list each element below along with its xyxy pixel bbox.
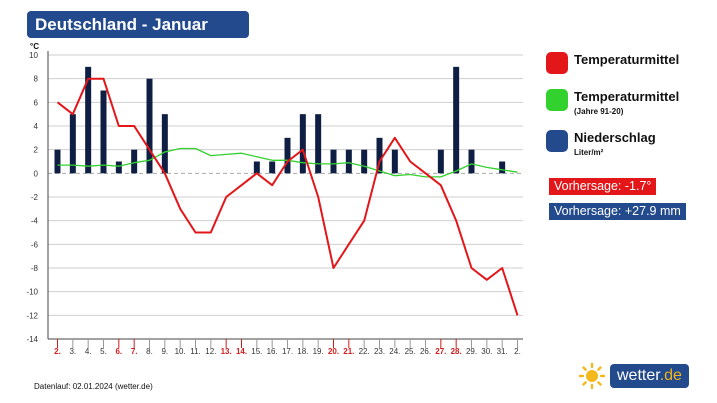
x-tick-label: 21. [343, 347, 354, 356]
x-tick-label: 18. [297, 347, 308, 356]
sun-icon [578, 362, 606, 390]
precipitation-bar [100, 90, 107, 174]
y-tick-label: 0 [34, 169, 39, 178]
x-tick-label: 14. [236, 347, 247, 356]
precipitation-bar [499, 161, 506, 174]
x-tick-label: 12. [205, 347, 216, 356]
precipitation-bar [269, 161, 276, 174]
legend-swatch-red [546, 52, 568, 74]
legend-temperature-normal: Temperaturmittel (Jahre 91-20) [546, 89, 679, 116]
legend-swatch-green [546, 89, 568, 111]
precipitation-bar [54, 149, 61, 174]
precipitation-bar [453, 66, 460, 174]
legend-precipitation: Niederschlag Liter/m² [546, 130, 656, 157]
precipitation-bar [131, 149, 138, 174]
x-tick-label: 10. [175, 347, 186, 356]
x-tick-label: 30. [481, 347, 492, 356]
y-tick-label: -12 [26, 311, 38, 320]
x-tick-label: 15. [251, 347, 262, 356]
precipitation-bar [391, 149, 398, 174]
legend-label: Niederschlag [574, 130, 656, 145]
y-tick-label: -6 [31, 240, 39, 249]
legend-swatch-blue [546, 130, 568, 152]
precipitation-bar [85, 66, 92, 174]
precipitation-bar [345, 149, 352, 174]
x-tick-label: 4. [85, 347, 92, 356]
legend-sublabel: Liter/m² [574, 148, 604, 157]
x-tick-label: 17. [282, 347, 293, 356]
y-tick-label: -14 [26, 335, 38, 344]
precipitation-bar [284, 137, 291, 174]
x-tick-label: 28. [451, 347, 462, 356]
precipitation-bar [161, 114, 168, 174]
logo-name: wetter [617, 367, 660, 384]
x-tick-label: 24. [389, 347, 400, 356]
precipitation-bar [330, 149, 337, 174]
forecast-temperature-badge: Vorhersage: -1.7° [549, 178, 657, 195]
y-tick-label: 6 [34, 98, 39, 107]
precipitation-bar [361, 149, 368, 174]
x-tick-label: 20. [328, 347, 339, 356]
legend-sublabel: (Jahre 91-20) [574, 107, 624, 116]
wetter-de-logo: wetter.de [578, 362, 689, 390]
x-tick-label: 31. [497, 347, 508, 356]
x-tick-label: 25. [405, 347, 416, 356]
y-tick-label: 8 [34, 75, 39, 84]
chart-title: Deutschland - Januar [27, 11, 249, 38]
y-tick-label: -10 [26, 288, 38, 297]
precipitation-bar [69, 114, 76, 174]
x-tick-label: 16. [267, 347, 278, 356]
x-tick-label: 2. [514, 347, 521, 356]
logo-suffix: .de [659, 367, 682, 384]
legend-label: Temperaturmittel [574, 89, 680, 104]
x-tick-label: 9. [161, 347, 168, 356]
x-tick-label: 27. [435, 347, 446, 356]
y-tick-label: 2 [34, 146, 39, 155]
mean-temperature-line [56, 77, 519, 316]
precipitation-bar [376, 137, 383, 174]
logo-wordmark: wetter.de [610, 364, 689, 388]
x-tick-label: 6. [115, 347, 122, 356]
x-tick-label: 22. [359, 347, 370, 356]
precipitation-bar [468, 149, 475, 174]
x-tick-label: 11. [190, 347, 201, 356]
y-tick-label: -2 [31, 193, 39, 202]
y-unit-label: °C [30, 42, 39, 51]
precipitation-bar [437, 149, 444, 174]
forecast-precipitation-badge: Vorhersage: +27.9 mm [549, 203, 686, 220]
x-tick-label: 26. [420, 347, 431, 356]
x-tick-label: 23. [374, 347, 385, 356]
x-tick-label: 7. [131, 347, 138, 356]
data-run-footer: Datenlauf: 02.01.2024 (wetter.de) [34, 382, 153, 391]
legend-temperature: Temperaturmittel [546, 52, 679, 74]
x-tick-label: 19. [313, 347, 324, 356]
x-tick-label: 5. [100, 347, 107, 356]
x-tick-label: 29. [466, 347, 477, 356]
y-tick-label: -4 [31, 217, 39, 226]
precipitation-bar [115, 161, 122, 174]
y-tick-label: -8 [31, 264, 39, 273]
x-tick-label: 2. [54, 347, 61, 356]
precipitation-bar [146, 78, 153, 174]
legend-label: Temperaturmittel [574, 52, 680, 67]
precipitation-bar [299, 114, 306, 174]
y-tick-label: 4 [34, 122, 39, 131]
precipitation-bar [253, 161, 260, 174]
x-tick-label: 13. [221, 347, 232, 356]
y-tick-label: 10 [29, 51, 38, 60]
precipitation-bar [315, 114, 322, 174]
x-tick-label: 3. [69, 347, 76, 356]
x-tick-label: 8. [146, 347, 153, 356]
